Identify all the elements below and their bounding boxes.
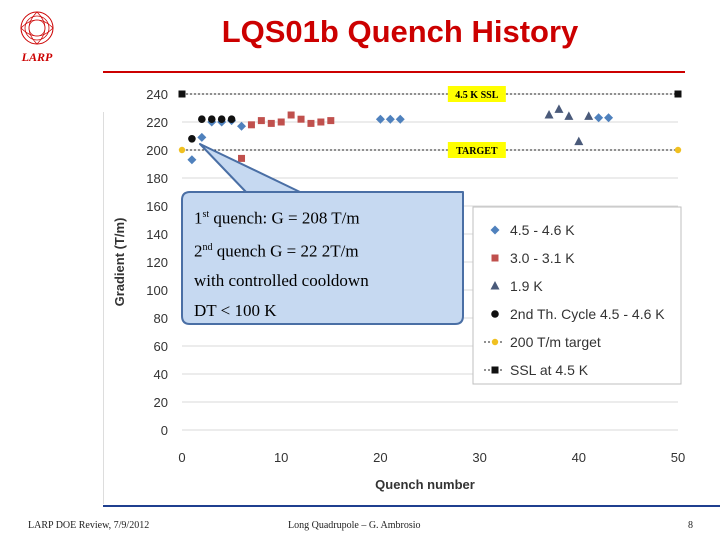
data-point [277, 118, 285, 126]
y-tick-label: 40 [154, 367, 168, 382]
y-tick-label: 160 [146, 199, 168, 214]
annotation-label: 4.5 K SSL [455, 90, 498, 101]
y-tick-label: 60 [154, 339, 168, 354]
legend-entry: SSL at 4.5 K [510, 362, 589, 378]
y-tick-label: 20 [154, 395, 168, 410]
footer-review-date: LARP DOE Review, 7/9/2012 [28, 520, 150, 531]
annotation-box [447, 142, 506, 158]
data-point [197, 132, 207, 142]
annotation-box [447, 86, 506, 102]
legend-marker [491, 310, 499, 318]
legend-entry: 3.0 - 3.1 K [510, 250, 575, 266]
chart-reference-lines: 4.5 K SSL TARGET [182, 86, 678, 158]
data-point [227, 115, 236, 123]
left-divider [103, 112, 104, 504]
y-axis-label: Gradient (T/m) [112, 218, 127, 307]
data-point [385, 114, 395, 124]
y-tick-label: 140 [146, 227, 168, 242]
legend-entry: 200 T/m target [510, 334, 601, 350]
chart-data-points [178, 90, 682, 165]
legend-marker [491, 366, 499, 374]
data-point [584, 111, 594, 120]
footer-divider [103, 505, 720, 507]
data-point [674, 146, 682, 154]
data-point [238, 154, 246, 162]
page-title: LQS01b Quench History [221, 14, 579, 49]
y-tick-label: 200 [146, 143, 168, 158]
footer-page-number: 8 [688, 520, 693, 531]
callout-line-1: 1st quench: G = 208 T/m [194, 208, 360, 228]
x-tick-label: 20 [373, 450, 387, 465]
callout-bubble-shape [181, 143, 464, 325]
data-point [257, 117, 265, 125]
legend-marker [490, 281, 500, 290]
data-point [375, 114, 385, 124]
y-tick-label: 100 [146, 283, 168, 298]
legend-entry: 4.5 - 4.6 K [510, 222, 575, 238]
data-point [247, 121, 255, 129]
y-tick-label: 80 [154, 311, 168, 326]
callout-line-2: 2nd quench G = 22 2T/m [194, 241, 359, 261]
y-tick-label: 240 [146, 87, 168, 102]
data-point [217, 115, 226, 123]
data-point [564, 111, 574, 120]
data-point [178, 146, 186, 154]
legend-entry: 1.9 K [510, 278, 543, 294]
data-point [188, 135, 196, 143]
legend-box [472, 206, 682, 385]
data-point [307, 119, 315, 127]
callout-line-3: with controlled cooldown [194, 271, 369, 291]
y-tick-label: 220 [146, 115, 168, 130]
y-tick-label: 120 [146, 255, 168, 270]
y-tick-label: 0 [161, 423, 168, 438]
y-tick-label: 180 [146, 171, 168, 186]
logo-text: LARP [21, 50, 53, 64]
data-point [187, 155, 197, 165]
data-point [327, 117, 335, 125]
data-point [207, 115, 216, 123]
larp-logo-icon: LARP [20, 11, 54, 64]
annotation-label: TARGET [456, 146, 498, 157]
data-point [554, 104, 564, 113]
data-point [317, 118, 325, 126]
data-point [297, 115, 305, 123]
data-point [604, 113, 614, 123]
data-point [544, 110, 554, 119]
data-point [395, 114, 405, 124]
x-tick-label: 30 [472, 450, 486, 465]
callout-line-4: DT < 100 K [194, 300, 277, 320]
x-tick-label: 40 [572, 450, 586, 465]
callout-bubble [181, 143, 464, 325]
legend-marker [491, 254, 499, 262]
data-point [198, 115, 206, 123]
x-tick-label: 50 [671, 450, 685, 465]
data-point [267, 119, 275, 127]
legend-entry: 2nd Th. Cycle 4.5 - 4.6 K [510, 306, 665, 322]
legend-marker [491, 338, 499, 346]
callout-text: 1st quench: G = 208 T/m 2nd quench G = 2… [194, 200, 369, 325]
x-axis-label: Quench number [375, 477, 475, 492]
legend-marker [490, 225, 500, 235]
data-point [594, 113, 604, 123]
data-point [574, 136, 584, 146]
x-tick-label: 10 [274, 450, 288, 465]
x-tick-label: 0 [178, 450, 185, 465]
chart-legend: 4.5 - 4.6 K 3.0 - 3.1 K 1.9 K 2nd Th. Cycle… [472, 206, 682, 385]
data-point [287, 111, 295, 119]
title-divider [103, 71, 685, 73]
data-point [237, 121, 247, 131]
chart-axes: 0 20 40 60 80 100 120 140 160 180 200 220 240 0 10 20 30… [112, 87, 685, 492]
footer-author: Long Quadrupole – G. Ambrosio [288, 520, 421, 531]
data-point [674, 90, 682, 98]
data-point [178, 90, 186, 98]
